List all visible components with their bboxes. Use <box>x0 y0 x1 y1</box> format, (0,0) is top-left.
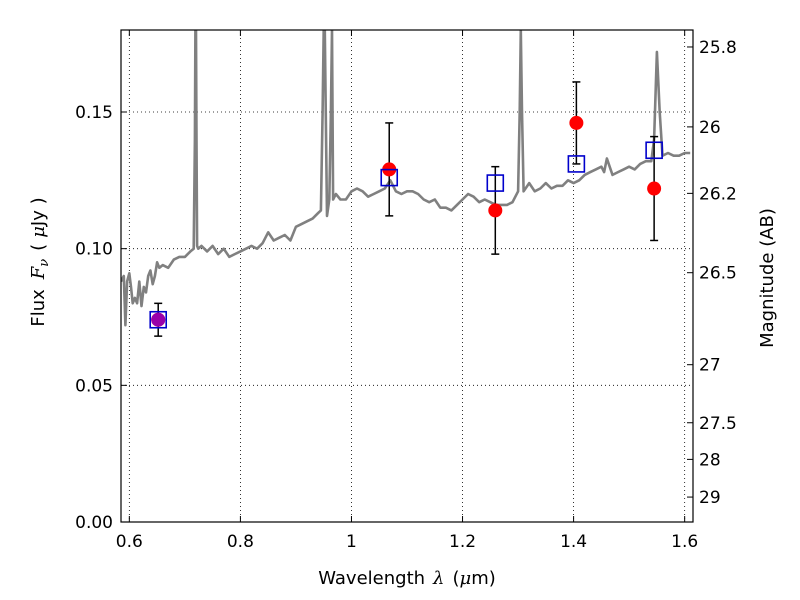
plot-frame <box>120 29 694 523</box>
x-tick-label: 1.4 <box>560 532 587 552</box>
y2-axis-label: Magnitude (AB) <box>757 208 778 348</box>
y2-tick-label: 29 <box>699 488 721 508</box>
points-layer <box>149 81 663 337</box>
y2-tick-label: 28 <box>699 450 721 470</box>
spectrum-line <box>121 30 691 327</box>
spectrum-layer <box>121 30 691 327</box>
y2-tick-label: 27.5 <box>699 414 737 434</box>
x-axis-label: Wavelength λ (μm) <box>318 568 496 589</box>
x-tick-label: 0.6 <box>116 532 143 552</box>
x-tick-label: 1.2 <box>449 532 476 552</box>
y-tick-label: 0.10 <box>75 240 113 260</box>
model-square <box>149 310 168 329</box>
observed-point <box>569 115 584 130</box>
y2-tick-label: 25.8 <box>699 38 737 58</box>
x-tick-label: 1.6 <box>671 532 698 552</box>
y2-tick-label: 26.2 <box>699 184 737 204</box>
x-tick-label: 0.8 <box>227 532 254 552</box>
model-square <box>567 155 586 173</box>
y2-tick-label: 27 <box>699 356 721 376</box>
y-axis-label: FluxFν(μJy ) <box>28 197 52 326</box>
y-tick-label: 0.00 <box>75 513 113 533</box>
y-tick-label: 0.05 <box>75 376 113 396</box>
y2-tick-label: 26 <box>699 118 721 138</box>
model-square <box>486 174 505 192</box>
model-square <box>645 141 663 160</box>
observed-point <box>488 203 503 218</box>
observed-point <box>647 181 662 196</box>
y-tick-label: 0.15 <box>75 103 113 123</box>
model-square <box>380 168 399 187</box>
x-tick-label: 1 <box>346 532 357 552</box>
overlap-point <box>151 312 166 327</box>
y2-tick-label: 26.5 <box>699 264 737 284</box>
ticks: 0.6 0.8 1 1.2 1.4 1.6 0.00 0.05 0.10 0.15 25.8 26 26… <box>75 30 737 552</box>
